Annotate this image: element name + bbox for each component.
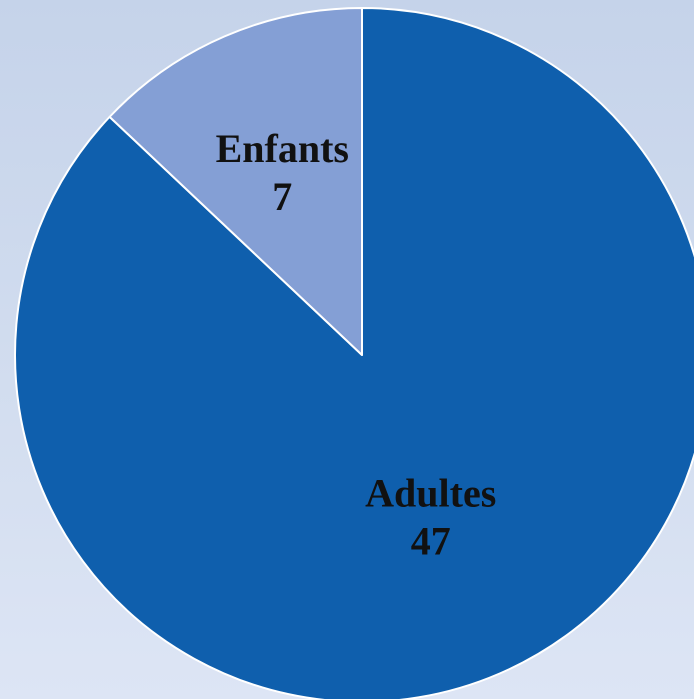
pie-slice-enfants xyxy=(108,7,363,356)
slice-label-enfants: Enfants xyxy=(216,126,349,171)
pie-slice-adultes xyxy=(13,7,694,699)
slice-label-adultes: Adultes xyxy=(365,470,496,515)
slice-value-adultes: 47 xyxy=(411,518,451,563)
pie-slices xyxy=(13,7,694,699)
slice-value-enfants: 7 xyxy=(272,174,292,219)
